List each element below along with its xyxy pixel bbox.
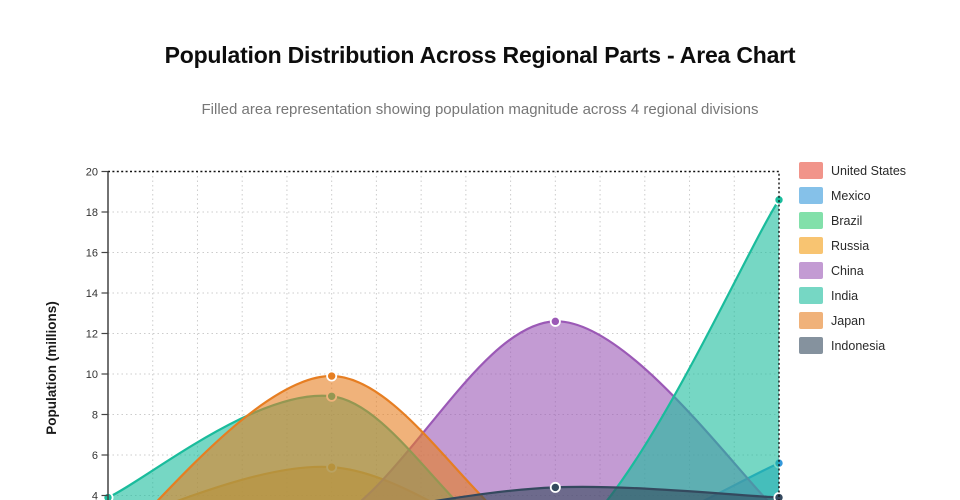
y-tick-label: 16 [86,247,98,259]
legend-item-brazil[interactable]: Brazil [799,208,949,233]
line-japan [156,374,487,500]
legend-label-brazil: Brazil [831,213,863,228]
series-japan [156,370,487,500]
point-japan-1[interactable] [326,370,338,382]
y-tick-label: 10 [86,369,98,381]
legend-swatch-united-states [799,162,823,179]
y-axis: 4 6 8 10 12 14 16 18 20 Population (millions) [44,166,109,500]
y-tick-label: 14 [86,288,98,300]
legend-item-china[interactable]: China [799,258,949,283]
chart-title: Population Distribution Across Regional … [164,42,796,68]
legend-swatch-brazil [799,212,823,229]
y-tick-label: 20 [86,166,98,178]
y-tick-label: 18 [86,207,98,219]
legend-label-indonesia: Indonesia [831,338,886,353]
y-tick-label: 12 [86,328,98,340]
legend-item-indonesia[interactable]: Indonesia [799,333,949,358]
y-tick-label: 8 [92,409,98,421]
point-china-2[interactable] [549,315,561,327]
area-japan [158,376,486,500]
legend-label-mexico: Mexico [831,188,871,203]
point-indonesia-2[interactable] [549,481,561,493]
legend-label-japan: Japan [831,313,866,328]
legend-swatch-mexico [799,187,823,204]
legend-item-japan[interactable]: Japan [799,308,949,333]
plot-border [108,170,780,500]
legend-item-united-states[interactable]: United States [799,158,949,183]
y-tick-label: 6 [92,450,98,462]
legend-swatch-japan [799,312,823,329]
chart-subtitle: Filled area representation showing popul… [201,101,759,118]
legend-swatch-india [799,287,823,304]
y-axis-title: Population (millions) [44,301,59,435]
legend-label-united-states: United States [831,163,907,178]
legend-item-russia[interactable]: Russia [799,233,949,258]
point-india-3[interactable] [773,194,785,206]
legend-item-india[interactable]: India [799,283,949,308]
legend-swatch-indonesia [799,337,823,354]
legend-label-russia: Russia [831,238,870,253]
legend-swatch-china [799,262,823,279]
y-tick-label: 4 [92,490,98,500]
legend-label-india: India [831,288,859,303]
legend-label-china: China [831,263,864,278]
line-india [107,199,780,500]
legend-swatch-russia [799,237,823,254]
legend-item-mexico[interactable]: Mexico [799,183,949,208]
legend: United States Mexico Brazil Russia China Indi… [799,158,949,358]
